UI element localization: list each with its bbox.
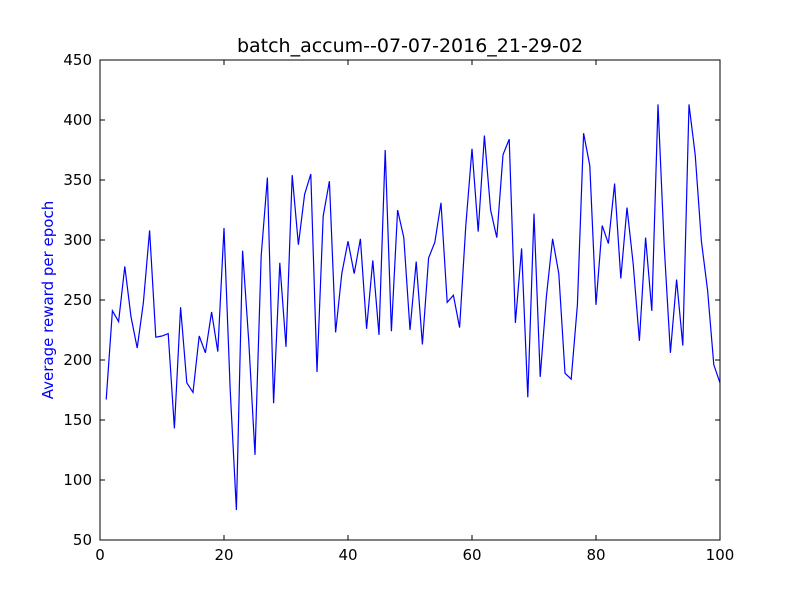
x-tick-label: 100 xyxy=(706,546,735,564)
x-tick-label: 20 xyxy=(214,546,233,564)
x-tick-label: 0 xyxy=(95,546,105,564)
ticks-layer: 0 20 40 60 80 100 50 100 150 200 250 300 350 400 450 xyxy=(63,51,734,564)
y-tick-label: 150 xyxy=(63,411,92,429)
y-tick-label: 350 xyxy=(63,171,92,189)
x-tick-label: 40 xyxy=(338,546,357,564)
y-tick-label: 250 xyxy=(63,291,92,309)
y-tick-label: 450 xyxy=(63,51,92,69)
plot-frame xyxy=(99,59,721,541)
y-tick-label: 200 xyxy=(63,351,92,369)
series-layer xyxy=(105,104,721,511)
chart-title: batch_accum--07-07-2016_21-29-02 xyxy=(237,35,583,57)
y-tick-label: 100 xyxy=(63,471,92,489)
x-tick-label: 60 xyxy=(462,546,481,564)
y-tick-label: 400 xyxy=(63,111,92,129)
y-tick-label: 300 xyxy=(63,231,92,249)
x-tick-label: 80 xyxy=(586,546,605,564)
y-axis-label: Average reward per epoch xyxy=(39,201,57,399)
series-line xyxy=(105,104,721,511)
y-tick-label: 50 xyxy=(73,531,92,549)
